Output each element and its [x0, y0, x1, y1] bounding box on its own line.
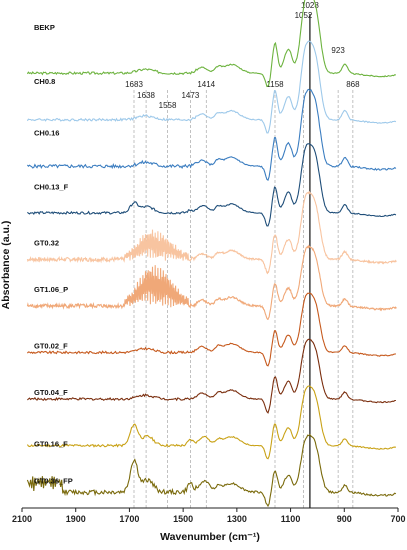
series-label: CH0.16 — [34, 128, 59, 137]
series-label: CH0.8 — [34, 77, 55, 86]
peak-marker-label: 868 — [346, 80, 360, 89]
spectrum-line — [26, 292, 396, 367]
spectrum-line — [26, 191, 397, 275]
peak-marker-label: 1414 — [197, 80, 215, 89]
x-tick-label: 2100 — [12, 514, 32, 524]
series-label: GT1.06_P — [34, 285, 68, 294]
spectrum-line — [26, 244, 397, 321]
spectrum-line — [26, 433, 397, 508]
spectrum-line — [27, 338, 396, 414]
peak-marker-label: 1052 — [295, 11, 313, 20]
x-tick-label: 1900 — [66, 514, 86, 524]
series-label: GT0.32 — [34, 239, 59, 248]
spectrum-line — [26, 0, 397, 88]
x-tick-label: 900 — [337, 514, 352, 524]
x-tick-label: 1300 — [227, 514, 247, 524]
peak-marker-label: 1158 — [266, 80, 284, 89]
series-labels: BEKP CH0.8 CH0.16 CH0.13_F GT0.32 GT1.06_P GT0… — [34, 23, 73, 485]
spectrum-line — [26, 385, 396, 460]
series-label: GT0.02_F — [34, 342, 68, 351]
peak-marker-label: 1028 — [301, 1, 319, 10]
series-label: GT0.04_F — [34, 388, 68, 397]
peak-marker-label: 923 — [331, 46, 345, 55]
series-label: GT0.36_FP — [34, 476, 73, 485]
series-label: CH0.13_F — [34, 182, 69, 191]
spectra-series — [26, 0, 397, 508]
y-axis-title: Absorbance (a.u.) — [0, 221, 12, 310]
x-tick-label: 700 — [390, 514, 405, 524]
x-tick-label: 1700 — [119, 514, 139, 524]
x-axis: 2100 1900 1700 1500 1300 1100 900 700 — [12, 507, 406, 524]
peak-marker-label: 1473 — [181, 91, 199, 100]
series-label: GT0.16_F — [34, 440, 68, 449]
spectrum-line — [27, 143, 397, 227]
x-axis-title: Wavenumber (cm⁻¹) — [160, 531, 260, 543]
series-label: BEKP — [34, 23, 55, 32]
peak-marker-lines — [133, 14, 354, 508]
x-tick-label: 1100 — [281, 514, 301, 524]
x-tick-label: 1500 — [173, 514, 193, 524]
spectrum-line — [26, 88, 397, 181]
peak-marker-label: 1638 — [137, 91, 155, 100]
peak-marker-label: 1558 — [159, 101, 177, 110]
peak-marker-label: 1683 — [125, 80, 143, 89]
spectrum-line — [26, 40, 397, 134]
